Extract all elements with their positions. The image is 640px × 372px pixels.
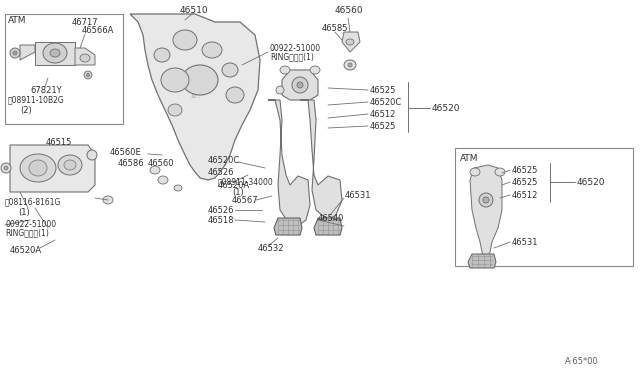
- Text: 46717: 46717: [72, 17, 99, 26]
- Ellipse shape: [174, 185, 182, 191]
- Text: (1): (1): [232, 187, 244, 196]
- Text: (2): (2): [20, 106, 32, 115]
- Text: RINGリング(1): RINGリング(1): [5, 228, 49, 237]
- Ellipse shape: [58, 155, 82, 175]
- Text: 46540: 46540: [318, 214, 344, 222]
- Ellipse shape: [80, 54, 90, 62]
- Text: 46520A: 46520A: [218, 180, 250, 189]
- Text: 46518: 46518: [208, 215, 234, 224]
- Ellipse shape: [87, 150, 97, 160]
- Text: 46567: 46567: [232, 196, 259, 205]
- Text: 46585: 46585: [322, 23, 349, 32]
- Polygon shape: [35, 42, 75, 65]
- Ellipse shape: [103, 196, 113, 204]
- Ellipse shape: [1, 163, 11, 173]
- Ellipse shape: [292, 77, 308, 93]
- Text: 46531: 46531: [345, 190, 371, 199]
- Text: 00922-51000: 00922-51000: [5, 219, 56, 228]
- Text: 46525: 46525: [512, 166, 538, 174]
- Text: 46525: 46525: [512, 177, 538, 186]
- Ellipse shape: [344, 60, 356, 70]
- Text: 46520C: 46520C: [370, 97, 403, 106]
- Text: 00922-51000: 00922-51000: [270, 44, 321, 52]
- Polygon shape: [282, 70, 318, 100]
- Text: 46526: 46526: [208, 167, 234, 176]
- Ellipse shape: [13, 51, 17, 55]
- Ellipse shape: [10, 48, 20, 58]
- Text: 46560: 46560: [148, 158, 175, 167]
- Polygon shape: [130, 14, 260, 180]
- Ellipse shape: [483, 197, 489, 203]
- Ellipse shape: [348, 63, 352, 67]
- Ellipse shape: [20, 154, 56, 182]
- Polygon shape: [470, 165, 502, 258]
- Ellipse shape: [50, 49, 60, 57]
- Text: ATM: ATM: [8, 16, 26, 25]
- Ellipse shape: [154, 48, 170, 62]
- Ellipse shape: [470, 168, 480, 176]
- Text: 46525: 46525: [370, 122, 396, 131]
- Text: 67821Y: 67821Y: [30, 86, 61, 94]
- Polygon shape: [268, 100, 310, 226]
- Ellipse shape: [150, 166, 160, 174]
- Polygon shape: [20, 45, 35, 60]
- Polygon shape: [468, 254, 496, 268]
- Text: 46520C: 46520C: [208, 155, 240, 164]
- Ellipse shape: [226, 87, 244, 103]
- Text: 46512: 46512: [512, 190, 538, 199]
- Ellipse shape: [202, 42, 222, 58]
- Text: RINGリング(1): RINGリング(1): [270, 52, 314, 61]
- Ellipse shape: [276, 86, 284, 94]
- Text: 46520: 46520: [432, 103, 461, 112]
- Ellipse shape: [173, 30, 197, 50]
- Ellipse shape: [479, 193, 493, 207]
- Bar: [5, 14, 123, 124]
- Ellipse shape: [43, 43, 67, 63]
- Polygon shape: [10, 145, 95, 192]
- Text: 46525: 46525: [370, 86, 396, 94]
- Text: (1): (1): [18, 208, 29, 217]
- Text: 46520A: 46520A: [10, 246, 42, 254]
- Text: 46566A: 46566A: [82, 26, 115, 35]
- Ellipse shape: [346, 39, 354, 45]
- Text: 46560E: 46560E: [110, 148, 141, 157]
- Text: A·65*00: A·65*00: [565, 357, 599, 366]
- Text: ⓝ08911-34000: ⓝ08911-34000: [218, 177, 274, 186]
- Text: 46531: 46531: [512, 237, 538, 247]
- Text: ⓝ08911-10B2G: ⓝ08911-10B2G: [8, 96, 65, 105]
- Ellipse shape: [158, 176, 168, 184]
- Ellipse shape: [64, 160, 76, 170]
- Ellipse shape: [182, 65, 218, 95]
- Ellipse shape: [495, 168, 505, 176]
- Ellipse shape: [86, 74, 90, 77]
- Text: Ⓒ08116-8161G: Ⓒ08116-8161G: [5, 198, 61, 206]
- Polygon shape: [300, 100, 342, 220]
- Text: 46526: 46526: [208, 205, 234, 215]
- Ellipse shape: [280, 66, 290, 74]
- Ellipse shape: [222, 63, 238, 77]
- Ellipse shape: [29, 160, 47, 176]
- Polygon shape: [274, 218, 302, 235]
- Ellipse shape: [310, 66, 320, 74]
- Ellipse shape: [161, 68, 189, 92]
- Text: 46510: 46510: [180, 6, 209, 15]
- Ellipse shape: [4, 166, 8, 170]
- Text: .0 .: .0 .: [190, 93, 200, 99]
- Text: ATM: ATM: [460, 154, 479, 163]
- Text: 46512: 46512: [370, 109, 396, 119]
- Text: 46560: 46560: [335, 6, 364, 15]
- Bar: [455, 148, 633, 266]
- Polygon shape: [314, 218, 342, 235]
- Text: 46532: 46532: [258, 244, 285, 253]
- Polygon shape: [342, 32, 360, 52]
- Text: 46586: 46586: [118, 158, 145, 167]
- Text: 46520: 46520: [577, 177, 605, 186]
- Ellipse shape: [84, 71, 92, 79]
- Polygon shape: [75, 48, 95, 65]
- Text: 46515: 46515: [45, 138, 72, 147]
- Ellipse shape: [168, 104, 182, 116]
- Ellipse shape: [297, 82, 303, 88]
